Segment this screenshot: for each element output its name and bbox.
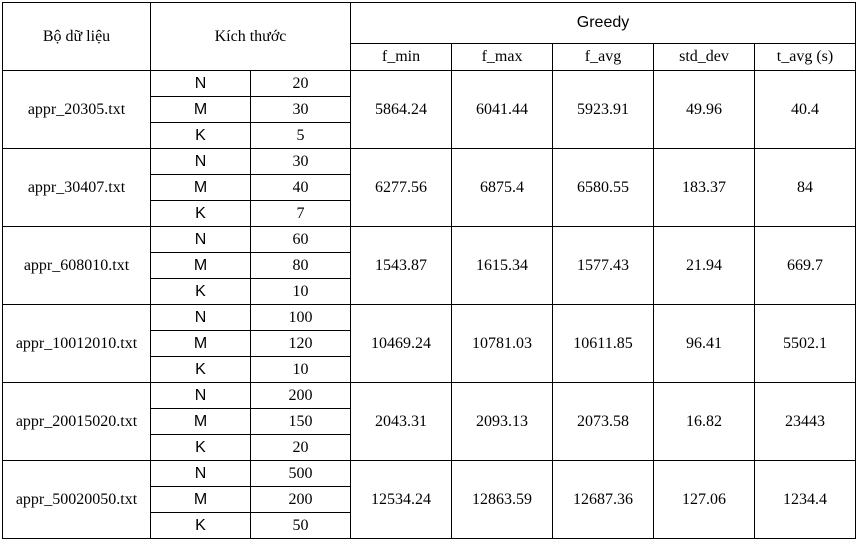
param-value: 40: [250, 174, 351, 201]
t-avg-cell: 23443: [754, 382, 856, 461]
header-size: Kích thước: [150, 2, 351, 71]
table-row: appr_10012010.txt N 100 10469.24 10781.0…: [2, 304, 856, 383]
param-value: 20: [250, 434, 351, 461]
table-body: appr_20305.txt N 20 5864.24 6041.44 5923…: [2, 70, 856, 539]
table-row: K 50: [3, 512, 856, 539]
param-key: M: [150, 96, 251, 123]
f-avg-cell: 6580.55: [552, 148, 654, 227]
table-row: K 10: [3, 356, 856, 383]
table-row: appr_20015020.txt N 200 2043.31 2093.13 …: [2, 382, 856, 461]
f-min-cell: 1543.87: [350, 226, 452, 305]
dataset-name: appr_20305.txt: [2, 70, 151, 149]
param-key: K: [150, 122, 251, 149]
param-value: 100: [250, 304, 351, 331]
f-min-cell: 5864.24: [350, 70, 452, 149]
std-dev-cell: 16.82: [653, 382, 755, 461]
f-avg-cell: 2073.58: [552, 382, 654, 461]
param-value: 7: [250, 200, 351, 227]
f-max-cell: 6041.44: [451, 70, 553, 149]
header-f-min: f_min: [350, 43, 452, 71]
param-value: 20: [250, 70, 351, 97]
table-row: M 120: [3, 330, 856, 357]
f-min-cell: 2043.31: [350, 382, 452, 461]
param-key: N: [150, 70, 251, 97]
std-dev-cell: 96.41: [653, 304, 755, 383]
f-avg-cell: 10611.85: [552, 304, 654, 383]
param-value: 30: [250, 148, 351, 175]
header-t-avg: t_avg (s): [754, 43, 856, 71]
header-greedy: Greedy: [350, 2, 856, 44]
param-key: N: [150, 382, 251, 409]
f-avg-cell: 5923.91: [552, 70, 654, 149]
results-table: Bộ dữ liệu Kích thước Greedy f_min f_max…: [2, 2, 856, 539]
param-key: M: [150, 408, 251, 435]
table-row: appr_30407.txt N 30 6277.56 6875.4 6580.…: [2, 148, 856, 227]
param-value: 10: [250, 356, 351, 383]
dataset-name: appr_50020050.txt: [2, 460, 151, 539]
std-dev-cell: 21.94: [653, 226, 755, 305]
f-max-cell: 6875.4: [451, 148, 553, 227]
f-max-cell: 10781.03: [451, 304, 553, 383]
table-row: appr_50020050.txt N 500 12534.24 12863.5…: [2, 460, 856, 539]
param-value: 200: [250, 382, 351, 409]
param-key: K: [150, 512, 251, 539]
header-f-avg: f_avg: [552, 43, 654, 71]
param-value: 150: [250, 408, 351, 435]
std-dev-cell: 49.96: [653, 70, 755, 149]
param-key: N: [150, 148, 251, 175]
f-max-cell: 2093.13: [451, 382, 553, 461]
header-dataset: Bộ dữ liệu: [2, 2, 151, 71]
t-avg-cell: 84: [754, 148, 856, 227]
t-avg-cell: 1234.4: [754, 460, 856, 539]
table-row: M 40: [3, 174, 856, 201]
param-value: 30: [250, 96, 351, 123]
param-key: N: [150, 460, 251, 487]
f-max-cell: 1615.34: [451, 226, 553, 305]
std-dev-cell: 183.37: [653, 148, 755, 227]
param-value: 200: [250, 486, 351, 513]
dataset-name: appr_608010.txt: [2, 226, 151, 305]
param-value: 5: [250, 122, 351, 149]
param-value: 80: [250, 252, 351, 279]
dataset-name: appr_10012010.txt: [2, 304, 151, 383]
table-row: K 20: [3, 434, 856, 461]
std-dev-cell: 127.06: [653, 460, 755, 539]
param-key: M: [150, 252, 251, 279]
f-min-cell: 6277.56: [350, 148, 452, 227]
dataset-name: appr_30407.txt: [2, 148, 151, 227]
table-row: M 30: [3, 96, 856, 123]
t-avg-cell: 40.4: [754, 70, 856, 149]
f-avg-cell: 1577.43: [552, 226, 654, 305]
dataset-name: appr_20015020.txt: [2, 382, 151, 461]
param-key: M: [150, 330, 251, 357]
f-max-cell: 12863.59: [451, 460, 553, 539]
table-row: appr_20305.txt N 20 5864.24 6041.44 5923…: [2, 70, 856, 149]
param-key: K: [150, 200, 251, 227]
param-value: 50: [250, 512, 351, 539]
param-key: N: [150, 304, 251, 331]
table-row: appr_608010.txt N 60 1543.87 1615.34 157…: [2, 226, 856, 305]
t-avg-cell: 5502.1: [754, 304, 856, 383]
param-key: N: [150, 226, 251, 253]
param-key: M: [150, 486, 251, 513]
param-key: M: [150, 174, 251, 201]
header-f-max: f_max: [451, 43, 553, 71]
f-min-cell: 12534.24: [350, 460, 452, 539]
table-row: M 200: [3, 486, 856, 513]
param-key: K: [150, 356, 251, 383]
header-std-dev: std_dev: [653, 43, 755, 71]
f-min-cell: 10469.24: [350, 304, 452, 383]
param-value: 10: [250, 278, 351, 305]
param-key: K: [150, 278, 251, 305]
param-value: 500: [250, 460, 351, 487]
param-key: K: [150, 434, 251, 461]
f-avg-cell: 12687.36: [552, 460, 654, 539]
t-avg-cell: 669.7: [754, 226, 856, 305]
param-value: 120: [250, 330, 351, 357]
param-value: 60: [250, 226, 351, 253]
